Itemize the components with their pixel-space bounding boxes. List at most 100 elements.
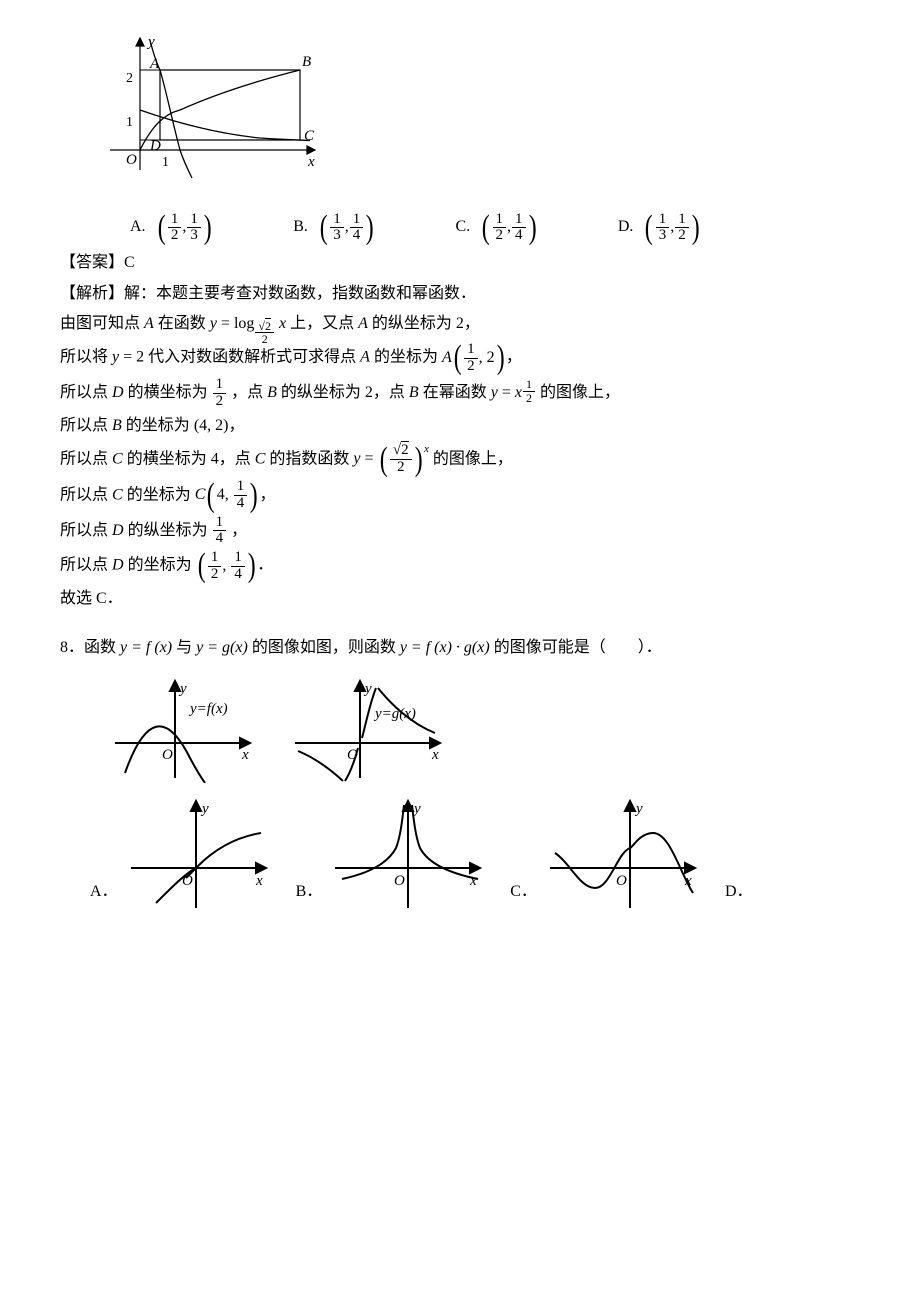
q8-choice-c: C． y x O: [510, 793, 705, 913]
sym: B: [112, 417, 122, 434]
t: 的指数函数: [265, 450, 353, 467]
sym: D: [112, 557, 124, 574]
n: 2: [365, 384, 373, 401]
log-expr: y = log √2 2 x: [210, 310, 286, 339]
svg-text:y: y: [412, 801, 421, 817]
t: 在幂函数: [419, 384, 491, 401]
opt-label: A.: [130, 213, 150, 242]
svg-text:x: x: [255, 873, 263, 889]
sym-a: A: [358, 315, 368, 332]
t: 的纵坐标为: [277, 384, 365, 401]
t: ，点: [219, 450, 255, 467]
sym: C: [112, 450, 123, 467]
t: 的纵坐标为: [368, 315, 456, 332]
svg-text:y=f(x): y=f(x): [188, 701, 228, 717]
q7-figure-svg: O 1 1 2 x y A B C D: [100, 30, 330, 190]
t: 的图像上，: [540, 384, 620, 401]
svg-text:C: C: [304, 128, 315, 144]
q7-option-b: B. ( 13 , 14 ): [293, 211, 375, 245]
sym: D: [112, 384, 124, 401]
q7-figure: O 1 1 2 x y A B C D: [100, 30, 860, 201]
q8-choices: A． y x O B．: [90, 793, 860, 913]
sym: D: [112, 521, 124, 538]
svg-text:O: O: [616, 873, 627, 889]
sym: A: [360, 349, 370, 366]
t: 的坐标为: [124, 557, 196, 574]
choice-c-graph: y x O: [545, 793, 705, 913]
svg-text:O: O: [394, 873, 405, 889]
sym: C: [112, 486, 123, 503]
t: 所以点: [60, 557, 112, 574]
coord-d: ( 12 , 14 ): [196, 549, 258, 583]
t: ，: [228, 417, 244, 434]
q8-choice-d: D．: [725, 878, 761, 913]
t: 的横坐标为: [123, 450, 211, 467]
q8-num: 8．: [60, 639, 84, 656]
svg-text:O: O: [162, 747, 173, 763]
sol-l3: 所以将 y = 2 代入对数函数解析式可求得点 A 的坐标为 A ( 12 , …: [60, 341, 860, 375]
coord-a: A ( 12 , 2 ): [442, 341, 506, 375]
graph-f: y x O y=f(x): [110, 673, 260, 783]
svg-text:x: x: [684, 873, 692, 889]
sol-l8: 所以点 D 的纵坐标为 14 ，: [60, 515, 860, 548]
t: 代入对数函数解析式可求得点: [144, 349, 360, 366]
t: 所以点: [60, 486, 112, 503]
q8-given-graphs: y x O y=f(x) y x O: [110, 673, 860, 783]
t: 所以点: [60, 417, 112, 434]
answer-label: 【答案】: [60, 254, 124, 271]
t: 的纵坐标为: [124, 521, 212, 538]
opt-b-value: ( 13 , 14 ): [318, 211, 376, 245]
sym: B: [267, 384, 277, 401]
graph-g: y x O y=g(x): [290, 673, 450, 783]
q8-choice-a: A． y x O: [90, 793, 276, 913]
sol-l6: 所以点 C 的横坐标为 4，点 C 的指数函数 y = ( √22 ) x 的图…: [60, 443, 860, 477]
q8-stem: 8．函数 y = f (x) 与 y = g(x) 的图像如图，则函数 y = …: [60, 634, 860, 663]
answer-value: C: [124, 254, 135, 271]
lab: A．: [90, 878, 118, 913]
svg-text:y: y: [178, 681, 187, 697]
explain-label: 【解析】: [60, 285, 124, 302]
coord-c: C ( 4, 14 ): [195, 479, 260, 513]
t: 的图像上，: [433, 450, 513, 467]
t: 由图可知点: [60, 315, 144, 332]
t: 所以点: [60, 384, 112, 401]
t: ，: [464, 315, 480, 332]
gx: y = g(x): [196, 639, 248, 656]
prod: y = f (x) · g(x): [400, 639, 490, 656]
t: 故选 C．: [60, 590, 123, 607]
t: 的坐标为: [370, 349, 442, 366]
sol-l4: 所以点 D 的横坐标为 12 ，点 B 的纵坐标为 2，点 B 在幂函数 y =…: [60, 377, 860, 410]
lab: B．: [296, 878, 323, 913]
sol-l9: 所以点 D 的坐标为 ( 12 , 14 ) ．: [60, 549, 860, 583]
t: 与: [172, 639, 196, 656]
fx: y = f (x): [120, 639, 172, 656]
svg-text:x: x: [469, 873, 477, 889]
svg-text:2: 2: [126, 71, 133, 86]
svg-text:1: 1: [162, 155, 169, 170]
svg-text:O: O: [182, 873, 193, 889]
t: 的图像如图，则函数: [248, 639, 400, 656]
choice-b-graph: y x O: [330, 793, 490, 913]
lab: D．: [725, 878, 753, 913]
t: 所以点: [60, 521, 112, 538]
svg-text:y: y: [363, 681, 372, 697]
opt-a-value: ( 12 , 13 ): [156, 211, 214, 245]
t: 的图像可能是（ ）．: [490, 639, 662, 656]
svg-text:x: x: [431, 747, 439, 763]
sol-l2: 由图可知点 A 在函数 y = log √2 2 x 上，又点 A 的纵坐标为 …: [60, 310, 860, 339]
opt-label: B.: [293, 213, 312, 242]
t: 函数: [84, 639, 120, 656]
opt-label: C.: [456, 213, 475, 242]
coord-b: (4, 2): [194, 417, 229, 434]
svg-text:y: y: [634, 801, 643, 817]
t: 的坐标为: [122, 417, 194, 434]
q7-option-a: A. ( 12 , 13 ): [130, 211, 213, 245]
svg-text:O: O: [126, 152, 137, 168]
lab: C．: [510, 878, 537, 913]
opt-c-value: ( 12 , 14 ): [480, 211, 538, 245]
sol-l7: 所以点 C 的坐标为 C ( 4, 14 ) ，: [60, 479, 860, 513]
page: O 1 1 2 x y A B C D: [0, 0, 920, 1302]
n: 4: [211, 450, 219, 467]
power-expr: y = x12: [491, 379, 536, 408]
t: 所以将: [60, 349, 112, 366]
